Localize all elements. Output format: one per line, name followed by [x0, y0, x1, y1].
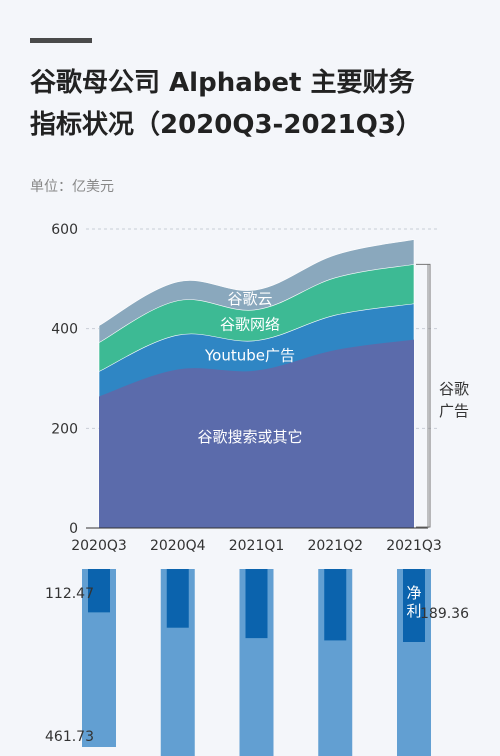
series-label: 谷歌搜索或其它 [197, 428, 302, 446]
y-tick-label: 0 [69, 521, 78, 537]
y-tick-label: 600 [51, 222, 78, 238]
x-tick-label: 2020Q3 [71, 538, 127, 554]
profit-bar [245, 569, 268, 639]
x-tick-label: 2021Q1 [229, 538, 285, 554]
title-line-1: 谷歌母公司 Alphabet 主要财务 [30, 68, 415, 98]
y-tick-label: 200 [51, 421, 78, 437]
x-tick-label: 2021Q3 [386, 538, 442, 554]
x-tick-label: 2020Q4 [150, 538, 206, 554]
profit-name-line1: 净 [406, 584, 421, 602]
profit-bar [88, 569, 110, 613]
profit-name-line2: 利 [406, 602, 421, 620]
profit-bar [166, 569, 189, 628]
y-tick-label: 400 [51, 322, 78, 338]
series-label: 谷歌云 [227, 290, 272, 308]
series-label: 谷歌网络 [220, 316, 280, 334]
series-label: Youtube广告 [204, 346, 295, 364]
profit-bar [324, 569, 347, 641]
profit-label-first: 112.47 [45, 586, 94, 602]
title-accent-bar [30, 38, 92, 43]
profit-label-last: 189.36 [420, 606, 469, 622]
bracket-label-line1: 谷歌 [439, 380, 469, 398]
area-search [99, 339, 414, 528]
bracket-label-line2: 广告 [439, 402, 469, 420]
profit-bar [403, 569, 425, 642]
page-title: 谷歌母公司 Alphabet 主要财务 指标状况（2020Q3-2021Q3） [30, 62, 470, 146]
ad-bracket [416, 263, 431, 528]
title-line-2: 指标状况（2020Q3-2021Q3） [30, 110, 422, 140]
x-tick-label: 2021Q2 [307, 538, 363, 554]
revenue-label-first: 461.73 [45, 729, 94, 745]
unit-label: 单位：亿美元 [30, 179, 114, 195]
